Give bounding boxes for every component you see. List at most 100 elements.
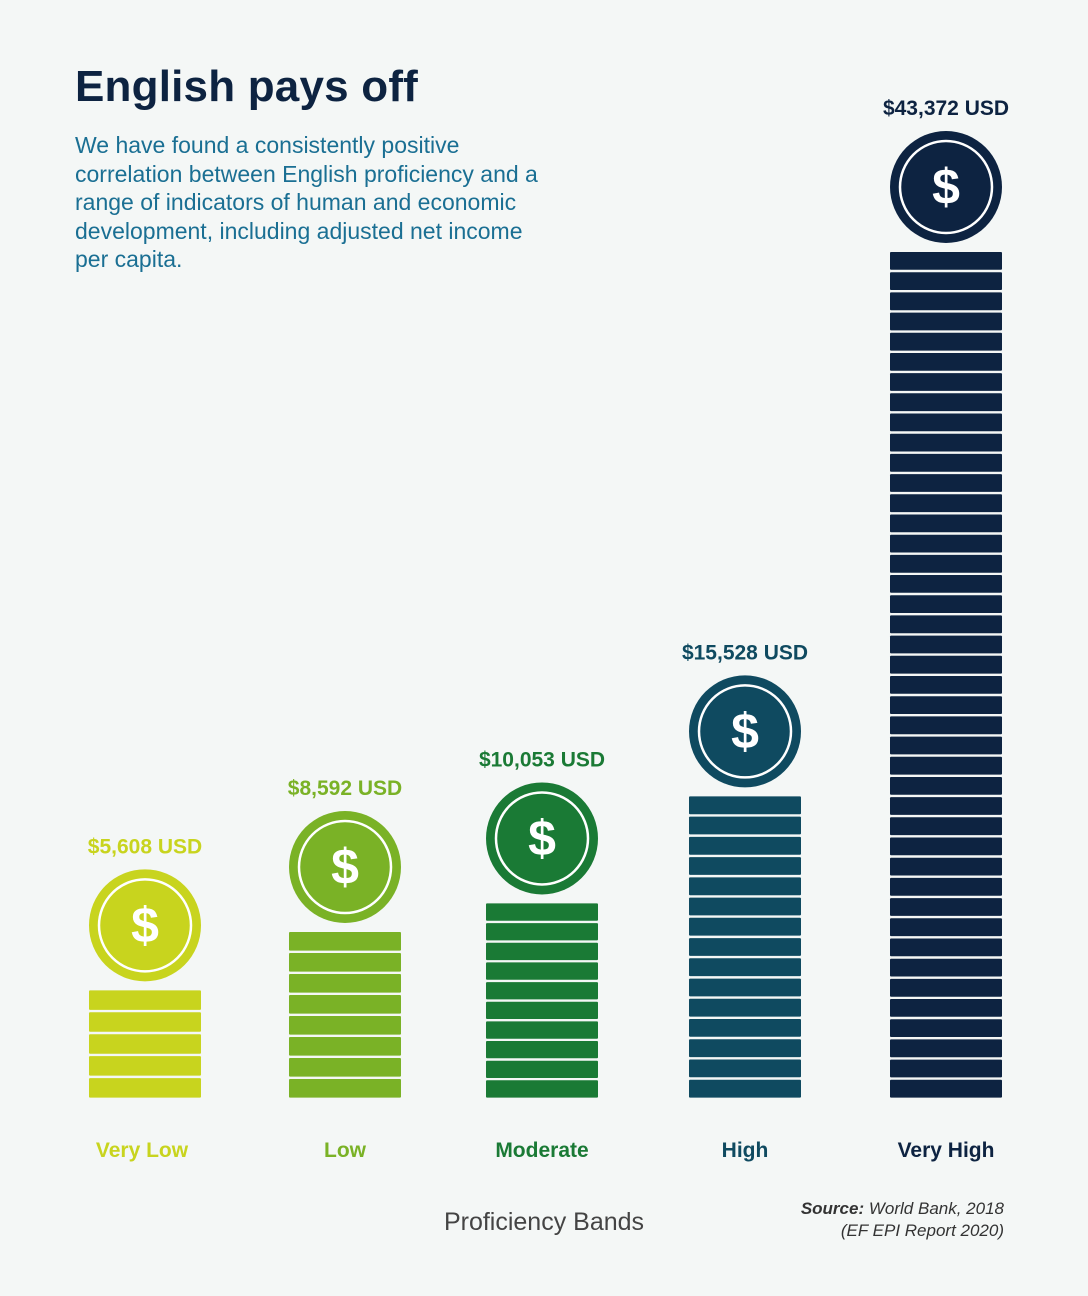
stack-coin: [486, 962, 598, 980]
stack-coin: [890, 534, 1002, 553]
stack-coin: [890, 958, 1002, 977]
category-label: Very Low: [96, 1139, 189, 1162]
stack-coin: [289, 1016, 401, 1035]
source-note: Source: World Bank, 2018 (EF EPI Report …: [801, 1198, 1004, 1242]
stack-coin: [89, 1012, 201, 1032]
stack-coin: [890, 837, 1002, 856]
stack-coin: [890, 1079, 1002, 1098]
stack-coin: [289, 932, 401, 951]
stack-coin: [890, 252, 1002, 270]
stack-coin: [890, 433, 1002, 452]
page-subtitle: We have found a consistently positive co…: [75, 132, 538, 272]
stack-coin: [486, 1041, 598, 1059]
stack-coin: [689, 796, 801, 815]
source-label: Source:: [800, 1199, 865, 1218]
stack-coin: [890, 1039, 1002, 1058]
stack-coin: [890, 877, 1002, 896]
coin-rim: [297, 819, 393, 915]
coin-icon: [89, 869, 201, 982]
coin-rim: [898, 139, 994, 235]
source-report: (EF EPI Report 2020): [840, 1221, 1004, 1240]
stack-coin: [689, 1079, 801, 1098]
category-label: Very High: [898, 1139, 995, 1162]
stack-coin: [689, 938, 801, 956]
stack-coin: [289, 1058, 401, 1077]
stack-coin: [289, 995, 401, 1014]
stack-coin: [689, 917, 801, 936]
coin-rim: [97, 878, 193, 973]
stack-coin: [890, 857, 1002, 876]
value-label: $15,528 USD: [682, 641, 808, 664]
stack-coin: [890, 716, 1002, 735]
stack-coin: [689, 1039, 801, 1058]
value-label: $5,608 USD: [88, 835, 202, 858]
x-axis-label: Proficiency Bands: [443, 1208, 645, 1236]
coin-rim: [494, 791, 590, 886]
dollar-icon: $: [528, 810, 556, 866]
stack-coin: [890, 756, 1002, 775]
stack-coin: [486, 1060, 598, 1078]
stack-coin: [89, 1034, 201, 1054]
stack-coin: [890, 777, 1002, 795]
page-title: English pays off: [75, 62, 419, 111]
stack-coin: [689, 998, 801, 1017]
stack-coin: [689, 877, 801, 896]
stack-coin: [890, 353, 1002, 371]
stack-coin: [890, 696, 1002, 714]
stack-coin: [689, 978, 801, 997]
stack-coin: [289, 974, 401, 993]
stack-coin: [890, 453, 1002, 472]
stack-coin: [890, 595, 1002, 613]
stack-coin: [486, 982, 598, 1000]
stack-coin: [890, 999, 1002, 1017]
category-label: Moderate: [495, 1139, 588, 1162]
stack-coin: [890, 494, 1002, 513]
stack-coin: [890, 373, 1002, 391]
stack-coin: [890, 1059, 1002, 1078]
stack-coin: [890, 615, 1002, 634]
stack-coin: [890, 554, 1002, 573]
coin-rim: [697, 684, 793, 779]
stack-coin: [890, 332, 1002, 351]
stack-coin: [890, 676, 1002, 694]
stack-coin: [486, 1021, 598, 1039]
dollar-icon: $: [131, 897, 159, 953]
dollar-icon: $: [731, 703, 759, 759]
stack-coin: [289, 953, 401, 972]
coin-icon: [289, 811, 401, 924]
stack-coin: [486, 923, 598, 941]
stack-coin: [689, 1019, 801, 1037]
stack-coin: [890, 393, 1002, 412]
stack-coin: [689, 958, 801, 977]
stack-coin: [689, 1059, 801, 1078]
stack-coin: [890, 1019, 1002, 1037]
stack-coin: [890, 978, 1002, 997]
stack-coin: [689, 836, 801, 855]
stack-coin: [890, 817, 1002, 836]
stack-coin: [89, 1056, 201, 1076]
dollar-icon: $: [331, 839, 359, 895]
coin-icon: [890, 131, 1002, 243]
value-label: $8,592 USD: [288, 777, 402, 800]
stack-coin: [289, 1037, 401, 1056]
stack-coin: [689, 816, 801, 835]
stack-coin: [689, 857, 801, 875]
stack-coin: [890, 655, 1002, 674]
category-label: Low: [324, 1139, 367, 1162]
coin-icon: [486, 782, 598, 895]
stack-coin: [890, 474, 1002, 492]
stack-coin: [486, 1080, 598, 1098]
stack-coin: [890, 797, 1002, 815]
stack-coin: [486, 942, 598, 961]
stack-coin: [890, 938, 1002, 957]
stack-coin: [89, 1078, 201, 1098]
coin-icon: [689, 675, 801, 788]
stack-coin: [890, 413, 1002, 432]
stack-coin: [890, 272, 1002, 290]
value-label: $10,053 USD: [479, 748, 605, 771]
stack-coin: [890, 575, 1002, 593]
stack-coin: [890, 312, 1002, 331]
stack-coin: [890, 736, 1002, 755]
